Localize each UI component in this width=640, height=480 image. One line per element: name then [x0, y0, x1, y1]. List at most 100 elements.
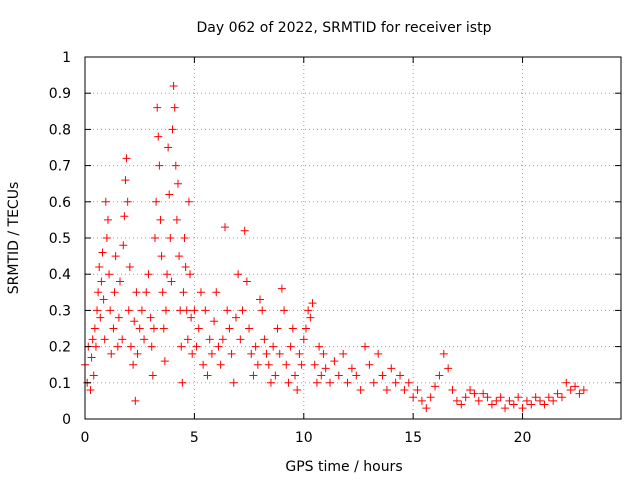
data-point	[306, 313, 315, 322]
y-tick-label: 0.9	[49, 86, 71, 102]
data-point	[518, 404, 527, 413]
data-point	[95, 262, 104, 271]
data-point	[203, 371, 212, 380]
data-point	[527, 400, 536, 409]
data-point	[347, 364, 356, 373]
data-point	[487, 400, 496, 409]
data-point	[151, 234, 160, 242]
data-point	[291, 371, 300, 380]
data-point	[214, 342, 223, 351]
data-point	[121, 176, 130, 185]
data-point	[181, 262, 190, 271]
data-point	[130, 317, 139, 326]
data-point	[140, 335, 149, 344]
data-point	[404, 378, 413, 387]
data-point	[105, 270, 114, 279]
data-point	[131, 396, 140, 405]
data-point	[101, 197, 110, 206]
data-point	[135, 324, 144, 333]
data-point	[361, 342, 370, 351]
data-point	[251, 342, 260, 351]
data-point	[536, 396, 545, 405]
data-point	[238, 306, 247, 315]
data-point	[396, 371, 405, 380]
data-point	[188, 349, 197, 358]
data-point	[155, 161, 164, 170]
data-point	[148, 371, 157, 380]
data-point	[129, 360, 138, 369]
data-point	[167, 277, 176, 286]
data-point	[258, 306, 267, 315]
data-point	[227, 349, 236, 358]
data-point	[245, 324, 254, 333]
data-point	[271, 371, 280, 380]
data-point	[210, 317, 219, 326]
data-point	[330, 357, 339, 366]
data-point	[199, 360, 208, 369]
data-point	[166, 234, 175, 242]
data-point	[264, 360, 273, 369]
data-point	[142, 288, 151, 297]
data-point	[147, 342, 156, 351]
data-point	[422, 404, 431, 413]
data-point	[457, 400, 466, 409]
data-point	[196, 288, 205, 297]
data-point	[192, 342, 201, 351]
data-points	[81, 81, 588, 413]
x-tick-label: 10	[295, 430, 313, 446]
data-point	[308, 299, 317, 308]
data-point	[301, 324, 310, 333]
data-point	[149, 324, 158, 333]
y-tick-label: 0.8	[49, 122, 71, 138]
data-point	[319, 349, 328, 358]
data-point	[175, 252, 184, 261]
data-point	[102, 234, 111, 242]
data-point	[304, 306, 313, 315]
data-point	[240, 226, 249, 235]
data-point	[544, 393, 553, 402]
data-point	[133, 349, 142, 358]
y-tick-label: 0.5	[49, 231, 71, 247]
data-point	[172, 215, 181, 224]
data-point	[88, 335, 97, 344]
data-point	[231, 313, 240, 322]
data-point	[225, 324, 234, 333]
data-point	[125, 262, 134, 271]
data-point	[321, 364, 330, 373]
data-point	[247, 349, 256, 358]
data-point	[93, 306, 102, 315]
data-point	[275, 349, 284, 358]
data-point	[107, 349, 116, 358]
data-point	[312, 378, 321, 387]
data-point	[295, 349, 304, 358]
data-point	[310, 360, 319, 369]
data-point	[113, 342, 122, 351]
data-point	[159, 324, 168, 333]
data-point	[122, 154, 131, 163]
data-point	[374, 349, 383, 358]
data-point	[431, 382, 440, 391]
data-point	[126, 342, 135, 351]
data-point	[474, 396, 483, 405]
data-point	[98, 248, 107, 257]
data-point	[409, 393, 418, 402]
data-point	[273, 324, 282, 333]
grid	[85, 57, 621, 419]
data-point	[282, 360, 291, 369]
data-point	[339, 349, 348, 358]
data-point	[123, 197, 132, 206]
data-point	[182, 306, 191, 315]
data-point	[109, 324, 118, 333]
data-point	[154, 132, 163, 141]
data-point	[382, 386, 391, 395]
data-point	[103, 215, 112, 224]
data-point	[326, 378, 335, 387]
data-point	[514, 393, 523, 402]
data-point	[352, 371, 361, 380]
data-point	[205, 335, 214, 344]
data-point	[509, 400, 518, 409]
data-point	[531, 393, 540, 402]
data-point	[391, 378, 400, 387]
data-point	[100, 335, 109, 344]
